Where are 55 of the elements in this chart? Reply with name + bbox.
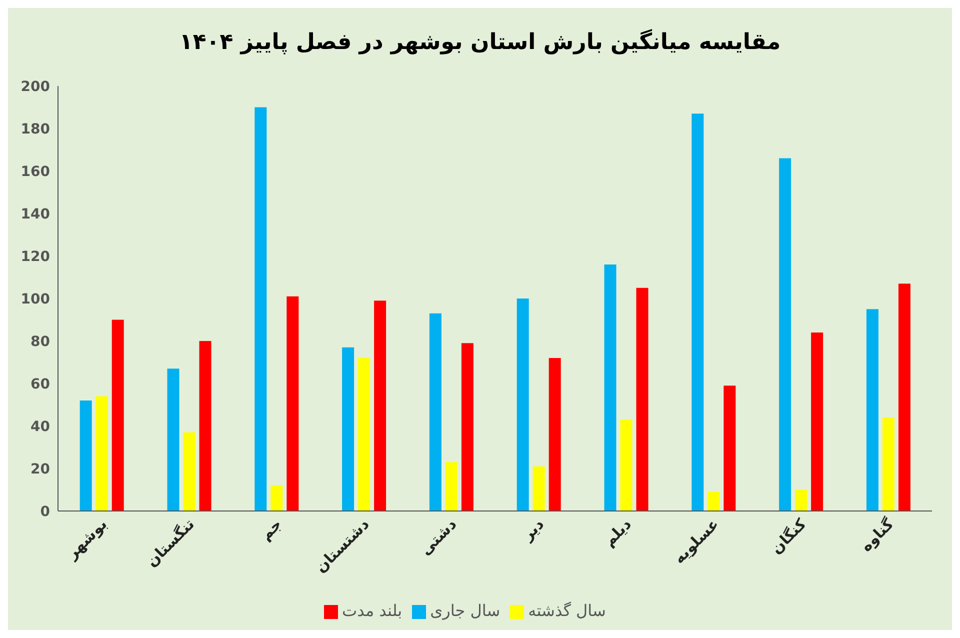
legend-label: بلند مدت bbox=[342, 601, 402, 620]
y-tick-label: 160 bbox=[20, 164, 50, 180]
bar bbox=[270, 486, 283, 511]
y-tick-label: 80 bbox=[30, 334, 50, 350]
x-tick-label: تنگستان bbox=[142, 515, 198, 570]
y-tick-label: 120 bbox=[20, 248, 50, 265]
bar bbox=[445, 462, 458, 511]
bar bbox=[516, 298, 529, 511]
bar bbox=[779, 158, 792, 511]
legend-label: سال گذشته bbox=[528, 601, 606, 620]
bar bbox=[866, 309, 878, 511]
bar bbox=[183, 432, 196, 511]
x-tick-label: دشتی bbox=[416, 514, 460, 559]
x-tick-label: بوشهر bbox=[62, 515, 111, 564]
bar bbox=[882, 418, 894, 511]
y-tick-label: 100 bbox=[20, 291, 50, 308]
bar bbox=[898, 284, 910, 511]
x-tick-label: دیر bbox=[518, 514, 548, 545]
x-tick-label: کنگان bbox=[767, 514, 810, 558]
bar bbox=[811, 332, 824, 511]
bar bbox=[604, 264, 616, 511]
y-tick-label: 60 bbox=[30, 376, 50, 392]
bar bbox=[374, 300, 386, 511]
y-tick-label: 20 bbox=[30, 461, 50, 478]
bar bbox=[724, 386, 736, 511]
bar bbox=[548, 358, 561, 511]
bar bbox=[254, 107, 267, 511]
y-tick-label: 180 bbox=[20, 121, 50, 138]
bar bbox=[80, 400, 92, 511]
bar bbox=[342, 347, 354, 511]
bar bbox=[358, 358, 370, 511]
bar bbox=[96, 396, 108, 511]
bar bbox=[620, 420, 632, 511]
x-tick-label: دشتستان bbox=[312, 514, 373, 576]
bar bbox=[532, 466, 545, 511]
bar bbox=[692, 114, 704, 511]
bar bbox=[795, 490, 808, 511]
bar bbox=[112, 320, 124, 511]
y-tick-label: 40 bbox=[30, 418, 50, 435]
x-tick-label: گناوه bbox=[857, 514, 898, 556]
bar bbox=[199, 341, 212, 511]
x-tick-label: دیلم bbox=[600, 514, 636, 550]
y-tick-label: 140 bbox=[20, 206, 50, 222]
bar bbox=[461, 343, 474, 511]
x-tick-label: جم bbox=[256, 515, 286, 544]
bar bbox=[167, 368, 180, 511]
bar bbox=[286, 296, 299, 511]
x-tick-label: عسلویه bbox=[670, 515, 722, 568]
y-tick-label: 0 bbox=[40, 504, 50, 520]
bar bbox=[708, 492, 720, 511]
y-tick-label: 200 bbox=[20, 78, 50, 95]
chart-title: مقایسه میانگین بارش استان بوشهر در فصل پاییز ۱۴۰۴ bbox=[178, 28, 782, 56]
legend-label: سال جاری bbox=[430, 601, 500, 620]
bar bbox=[636, 288, 648, 511]
bar bbox=[429, 313, 442, 511]
